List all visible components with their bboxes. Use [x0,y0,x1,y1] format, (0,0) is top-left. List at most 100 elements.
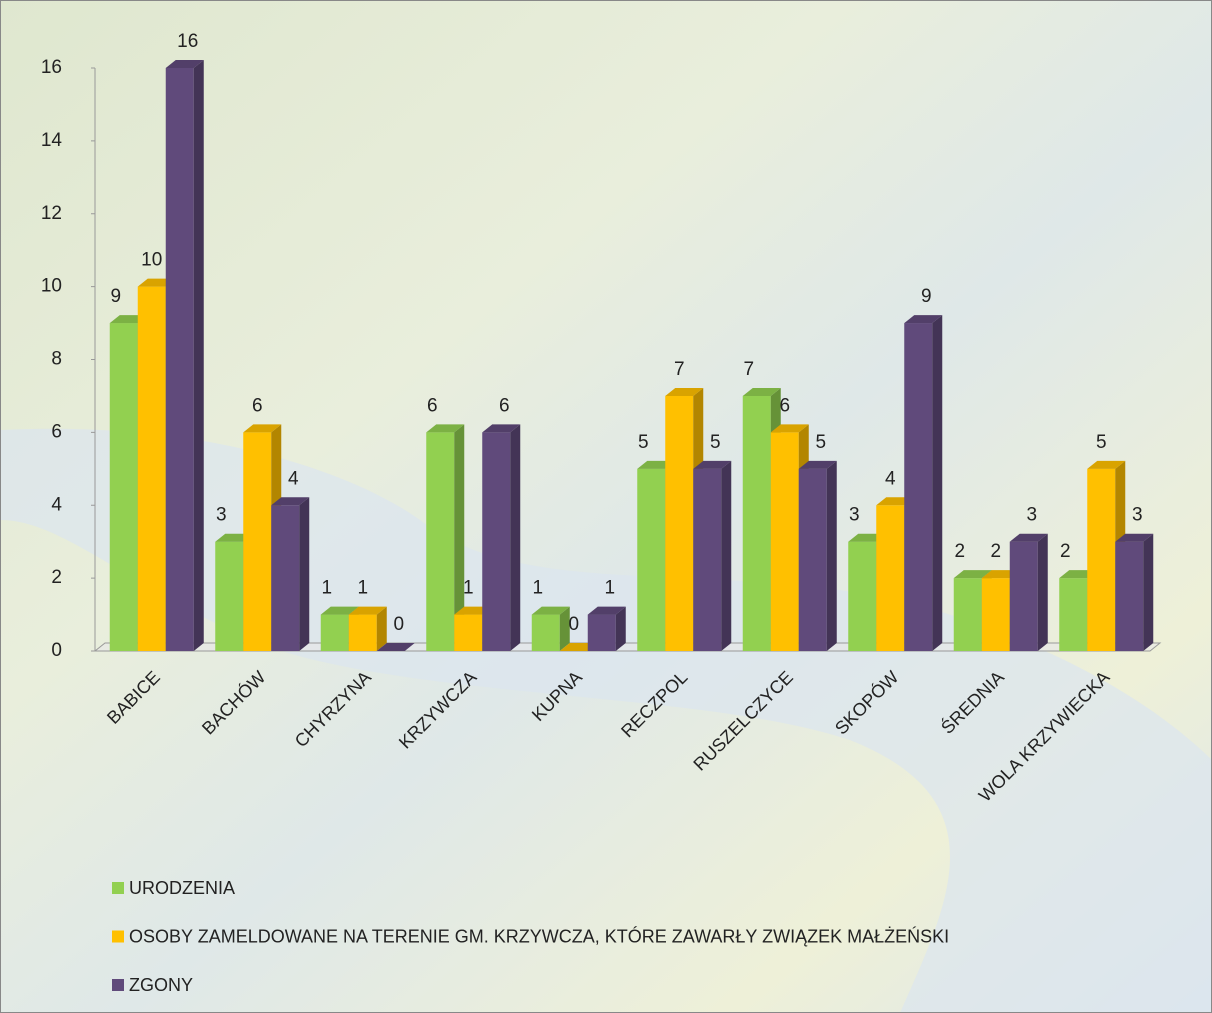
data-label: 1 [532,578,543,599]
bar-front [482,432,511,651]
data-label: 7 [674,359,685,380]
bar-top [798,460,837,469]
bar [376,643,415,651]
legend-swatch [112,882,124,894]
bar-top [243,424,282,433]
data-label: 10 [141,250,162,271]
bar [798,460,837,651]
bar [693,460,732,651]
bar-side [559,606,570,651]
bar-front [271,505,300,651]
y-tick-label: 14 [41,130,63,151]
bar-side [1143,533,1154,651]
bar-front [426,432,455,651]
bar [904,315,943,651]
bar-front [665,395,694,651]
y-tick-label: 16 [41,57,62,78]
bar-top [1087,460,1126,469]
bar [531,606,570,651]
bar [1009,533,1048,651]
bar [587,606,626,651]
data-label: 3 [216,505,227,526]
bar-top [531,606,570,615]
bar-side [299,497,310,651]
data-label: 6 [427,395,438,416]
data-label: 3 [849,505,860,526]
data-label: 1 [321,578,332,599]
bar-front [109,323,138,651]
legend-swatch [112,930,124,943]
y-tick-label: 2 [51,567,62,588]
bar-side [826,460,837,651]
data-label: 4 [288,468,299,489]
data-label: 2 [990,541,1001,562]
bar-side [615,606,626,651]
bar-front [1009,541,1038,651]
bar-front [798,468,827,651]
bar-side [1037,533,1048,651]
data-label: 3 [1026,505,1037,526]
bar-top [693,460,732,469]
bar-front [953,578,982,651]
bar-side [376,606,387,651]
bar [348,606,387,651]
legend-swatch [112,979,124,991]
bar-side [454,424,465,651]
bar-top [376,643,415,651]
bar-front [904,323,933,651]
bar-front [165,68,194,651]
bar-front [531,614,560,651]
bar-front [848,541,877,651]
data-label: 5 [815,432,826,453]
data-label: 0 [393,614,404,635]
data-label: 5 [638,432,649,453]
bar-top [1115,533,1154,542]
data-label: 1 [357,578,368,599]
y-tick-label: 0 [51,640,62,661]
bar-top [165,60,204,68]
legend-label: ZGONY [129,975,193,995]
data-label: 4 [885,468,896,489]
bar-top [742,387,781,396]
bar [482,424,521,651]
data-label: 6 [779,395,790,416]
bar [426,424,465,651]
bar-front [742,395,771,651]
bar-top [1009,533,1048,542]
data-label: 9 [110,286,121,307]
data-label: 9 [921,286,932,307]
data-label: 2 [954,541,965,562]
bar-front [637,468,666,651]
data-label: 2 [1060,541,1071,562]
data-label: 1 [463,578,474,599]
bar-top [271,497,310,506]
bar-front [770,432,799,651]
bar-side [510,424,521,651]
y-tick-label: 6 [51,421,62,442]
bar-front [215,541,244,651]
bar [271,497,310,651]
data-label: 3 [1132,505,1143,526]
data-label: 0 [568,614,579,635]
data-label: 6 [499,395,510,416]
bar-top [770,424,809,433]
bar-front [243,432,272,651]
bar-top [904,315,943,324]
data-label: 5 [710,432,721,453]
y-tick-label: 10 [41,276,62,297]
legend-label: OSOBY ZAMELDOWANE NA TERENIE GM. KRZYWCZ… [129,925,949,946]
bar-side [721,460,732,651]
bar-front [587,614,616,651]
bar-front [1115,541,1144,651]
y-tick-label: 4 [51,494,62,515]
bar [1115,533,1154,651]
data-label: 7 [743,359,754,380]
bar-front [1087,468,1116,651]
bar-top [953,570,992,579]
bar-front [348,614,377,651]
bar-top [665,387,704,396]
data-label: 5 [1096,432,1107,453]
bar-front [137,286,166,651]
bar-side [932,315,943,651]
